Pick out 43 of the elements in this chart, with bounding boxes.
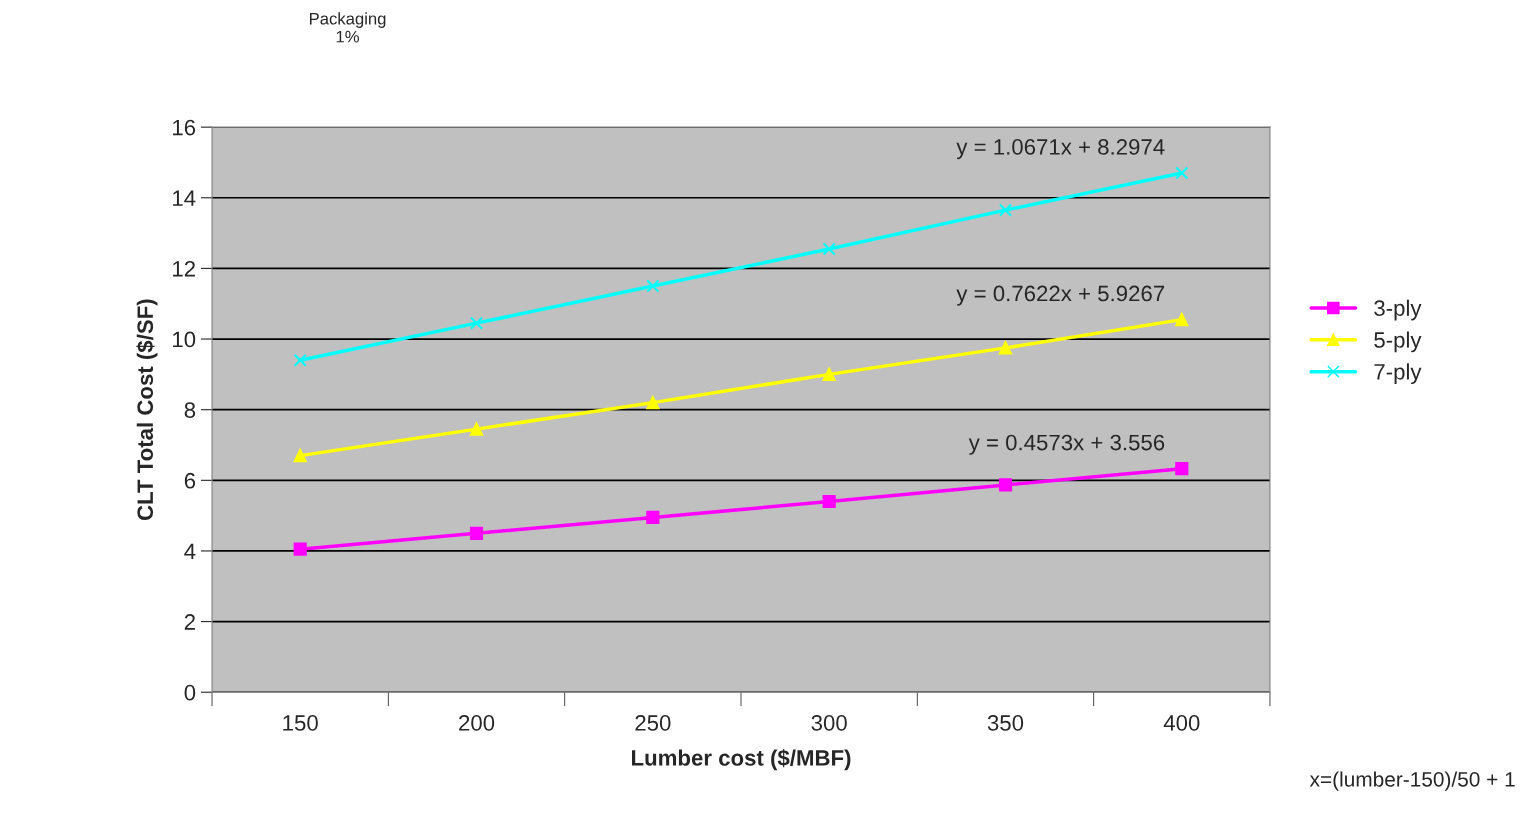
point bbox=[646, 510, 660, 524]
y-tick-label: 14 bbox=[173, 190, 196, 206]
legend-label: 7-ply bbox=[1374, 363, 1422, 385]
point bbox=[1175, 166, 1189, 180]
y-tick-label: 10 bbox=[173, 331, 196, 348]
x-tick-label: 200 bbox=[459, 715, 495, 731]
point bbox=[469, 526, 484, 540]
point bbox=[1175, 462, 1189, 476]
point bbox=[293, 542, 307, 556]
point bbox=[293, 353, 307, 367]
x-tick-label: 300 bbox=[811, 715, 847, 731]
point bbox=[998, 203, 1013, 217]
point bbox=[1175, 313, 1189, 327]
point bbox=[822, 367, 836, 381]
legend-label: 3-ply bbox=[1374, 299, 1422, 321]
x-tick-label: 150 bbox=[283, 715, 318, 731]
y-tick-label: 0 bbox=[184, 684, 196, 701]
point bbox=[469, 316, 484, 330]
annotation: y = 1.0671x + 8.2974 bbox=[956, 139, 1165, 160]
y-tick-label: 2 bbox=[184, 614, 195, 630]
y-tick-label: 16 bbox=[173, 119, 196, 136]
point bbox=[646, 396, 660, 410]
text: x=(lumber-150)/50 + 1 bbox=[1309, 771, 1515, 791]
x-tick-label: 400 bbox=[1163, 715, 1200, 731]
annotation: y = 0.4573x + 3.556 bbox=[968, 434, 1165, 455]
point bbox=[998, 341, 1013, 355]
y-tick-label: 4 bbox=[184, 543, 196, 560]
text: Packaging 1% bbox=[309, 12, 386, 43]
y-tick-label: 6 bbox=[184, 472, 196, 489]
annotation: y = 0.7622x + 5.9267 bbox=[956, 285, 1165, 306]
point bbox=[469, 422, 484, 436]
point bbox=[822, 242, 836, 256]
legend-label: 5-ply bbox=[1374, 331, 1422, 353]
y-tick-label: 12 bbox=[173, 260, 195, 277]
y-axis-title: CLT Total Cost ($/SF) bbox=[136, 299, 158, 521]
x-axis-title: Lumber cost ($/MBF) bbox=[632, 749, 851, 771]
point bbox=[822, 494, 836, 509]
y-tick-label: 8 bbox=[184, 402, 196, 418]
point bbox=[646, 279, 660, 293]
x-tick-label: 250 bbox=[635, 715, 671, 731]
point bbox=[293, 449, 307, 463]
point bbox=[998, 478, 1013, 492]
x-tick-label: 350 bbox=[987, 715, 1024, 731]
